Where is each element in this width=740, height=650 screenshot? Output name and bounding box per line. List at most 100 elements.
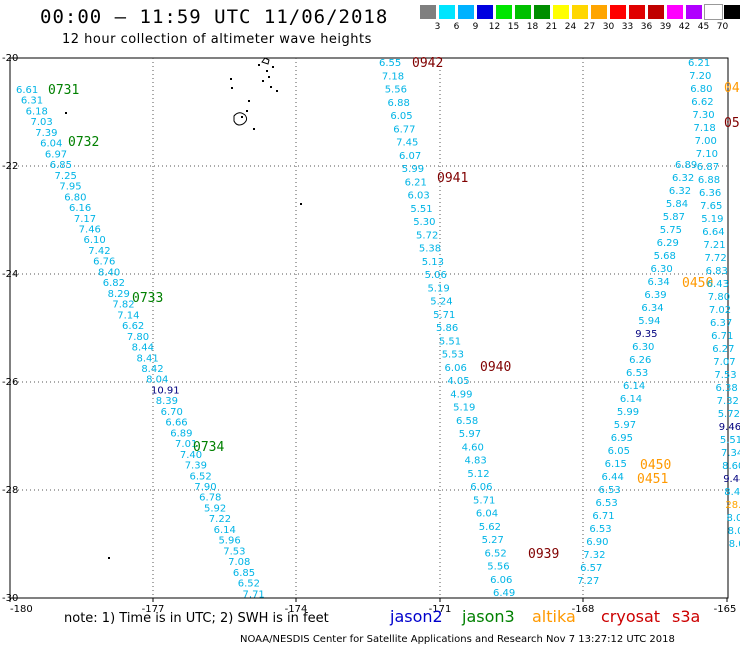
pass-label-cryosat: 0941 <box>437 171 468 186</box>
swh-value: 4.05 <box>447 376 469 387</box>
swh-value: 6.80 <box>690 84 712 95</box>
swh-value: 6.29 <box>657 238 679 249</box>
swh-value: 5.13 <box>422 257 444 268</box>
lon-tick-label: -171 <box>429 604 452 615</box>
island-speck <box>268 76 270 78</box>
island-outline <box>233 112 248 126</box>
legend-swatch <box>553 5 570 19</box>
swh-value: 6.06 <box>445 363 467 374</box>
swh-value: 6.52 <box>190 471 212 482</box>
swh-value: 6.80 <box>64 192 86 203</box>
swh-value: 7.01 <box>175 439 197 450</box>
swh-value: 7.18 <box>694 123 716 134</box>
swh-value: 6.58 <box>456 416 478 427</box>
mission-jason2: jason2 <box>390 607 443 626</box>
swh-value: 7.45 <box>396 138 418 149</box>
swh-value: 6.38 <box>716 383 738 394</box>
pass-label-cryosat: 0939 <box>528 547 559 562</box>
swh-value: 7.39 <box>35 128 57 139</box>
legend-label: 21 <box>545 22 558 32</box>
swh-value: 6.61 <box>16 85 38 96</box>
swh-value: 5.06 <box>425 270 447 281</box>
mission-cryosat: cryosat <box>601 607 661 626</box>
pass-label-jason3: 0731 <box>48 83 79 98</box>
swh-value: 5.92 <box>204 503 226 514</box>
legend-swatch <box>439 5 456 19</box>
swh-value: 6.53 <box>595 498 617 509</box>
legend-label: 30 <box>602 22 615 32</box>
swh-value: 10.91 <box>151 385 180 396</box>
swh-value: 6.31 <box>21 96 43 107</box>
swh-value: 7.80 <box>127 332 149 343</box>
swh-value: 6.53 <box>589 524 611 535</box>
island-speck <box>253 128 255 130</box>
swh-value: 6.55 <box>379 58 401 69</box>
pass-label-altika: 0450 <box>682 276 713 291</box>
swh-value: 6.57 <box>580 563 602 574</box>
swh-value: 6.03 <box>408 191 430 202</box>
swh-value: 6.89 <box>675 160 697 171</box>
swh-value: 6.14 <box>623 381 645 392</box>
swh-value: 6.97 <box>45 149 67 160</box>
swh-value: 8.29 <box>108 289 130 300</box>
legend-label: 18 <box>526 22 539 32</box>
legend-label: 70 <box>716 22 729 32</box>
swh-value: 6.85 <box>233 568 255 579</box>
swh-value: 6.27 <box>712 344 734 355</box>
swh-value: 7.34 <box>721 448 740 459</box>
legend-swatch <box>591 5 608 19</box>
lat-tick-label: -22 <box>2 161 18 172</box>
swh-value: 6.26 <box>629 355 651 366</box>
swh-value: 7.17 <box>74 214 96 225</box>
legend-swatch <box>534 5 551 19</box>
pass-label-cryosat: 0940 <box>480 360 511 375</box>
swh-value: 7.22 <box>209 514 231 525</box>
swh-value: 6.71 <box>711 331 733 342</box>
lat-tick-label: -30 <box>2 593 18 604</box>
island-speck <box>270 86 272 88</box>
legend-label: 24 <box>564 22 577 32</box>
swh-value: 5.68 <box>654 251 676 262</box>
swh-value: 6.05 <box>608 446 630 457</box>
swh-value: 5.38 <box>419 244 441 255</box>
swh-value: 7.14 <box>117 310 139 321</box>
swh-value: 5.27 <box>482 535 504 546</box>
swh-value: 6.14 <box>620 394 642 405</box>
swh-value: 6.62 <box>691 97 713 108</box>
swh-value: 4.83 <box>465 456 487 467</box>
mission-s3a: s3a <box>672 607 701 626</box>
swh-value: 7.00 <box>695 136 717 147</box>
swh-value: 6.64 <box>702 227 724 238</box>
swh-value: 6.10 <box>83 235 105 246</box>
swh-value: 5.97 <box>614 420 636 431</box>
swh-value: 6.77 <box>393 124 415 135</box>
swh-value: 7.80 <box>708 292 730 303</box>
swh-value: 6.39 <box>644 290 666 301</box>
swh-value: 8.06 <box>727 513 740 524</box>
swh-value: 6.30 <box>651 264 673 275</box>
legend-label: 45 <box>697 22 710 32</box>
swh-value: 7.21 <box>703 240 725 251</box>
pass-label-cryosat: 0942 <box>412 56 443 71</box>
swh-value: 5.99 <box>402 164 424 175</box>
swh-value: 9.35 <box>635 329 657 340</box>
swh-value: 6.04 <box>40 139 62 150</box>
legend-swatch <box>572 5 589 19</box>
legend-label: 3 <box>434 22 441 32</box>
pass-label-cryosat-edge: 05 <box>724 116 740 131</box>
swh-value: 6.14 <box>214 525 236 536</box>
swh-value: 7.95 <box>59 182 81 193</box>
swh-value: 5.99 <box>617 407 639 418</box>
swh-value: 6.06 <box>490 575 512 586</box>
pass-label-jason3: 0732 <box>68 135 99 150</box>
swh-value: 6.05 <box>390 111 412 122</box>
swh-value: 5.56 <box>487 562 509 573</box>
swh-value: 6.78 <box>199 493 221 504</box>
island-speck <box>248 100 250 102</box>
swh-value: 6.88 <box>388 98 410 109</box>
swh-value: 5.19 <box>453 403 475 414</box>
swh-value: 7.39 <box>185 461 207 472</box>
swh-value: 6.15 <box>605 459 627 470</box>
swh-value: 6.18 <box>26 106 48 117</box>
